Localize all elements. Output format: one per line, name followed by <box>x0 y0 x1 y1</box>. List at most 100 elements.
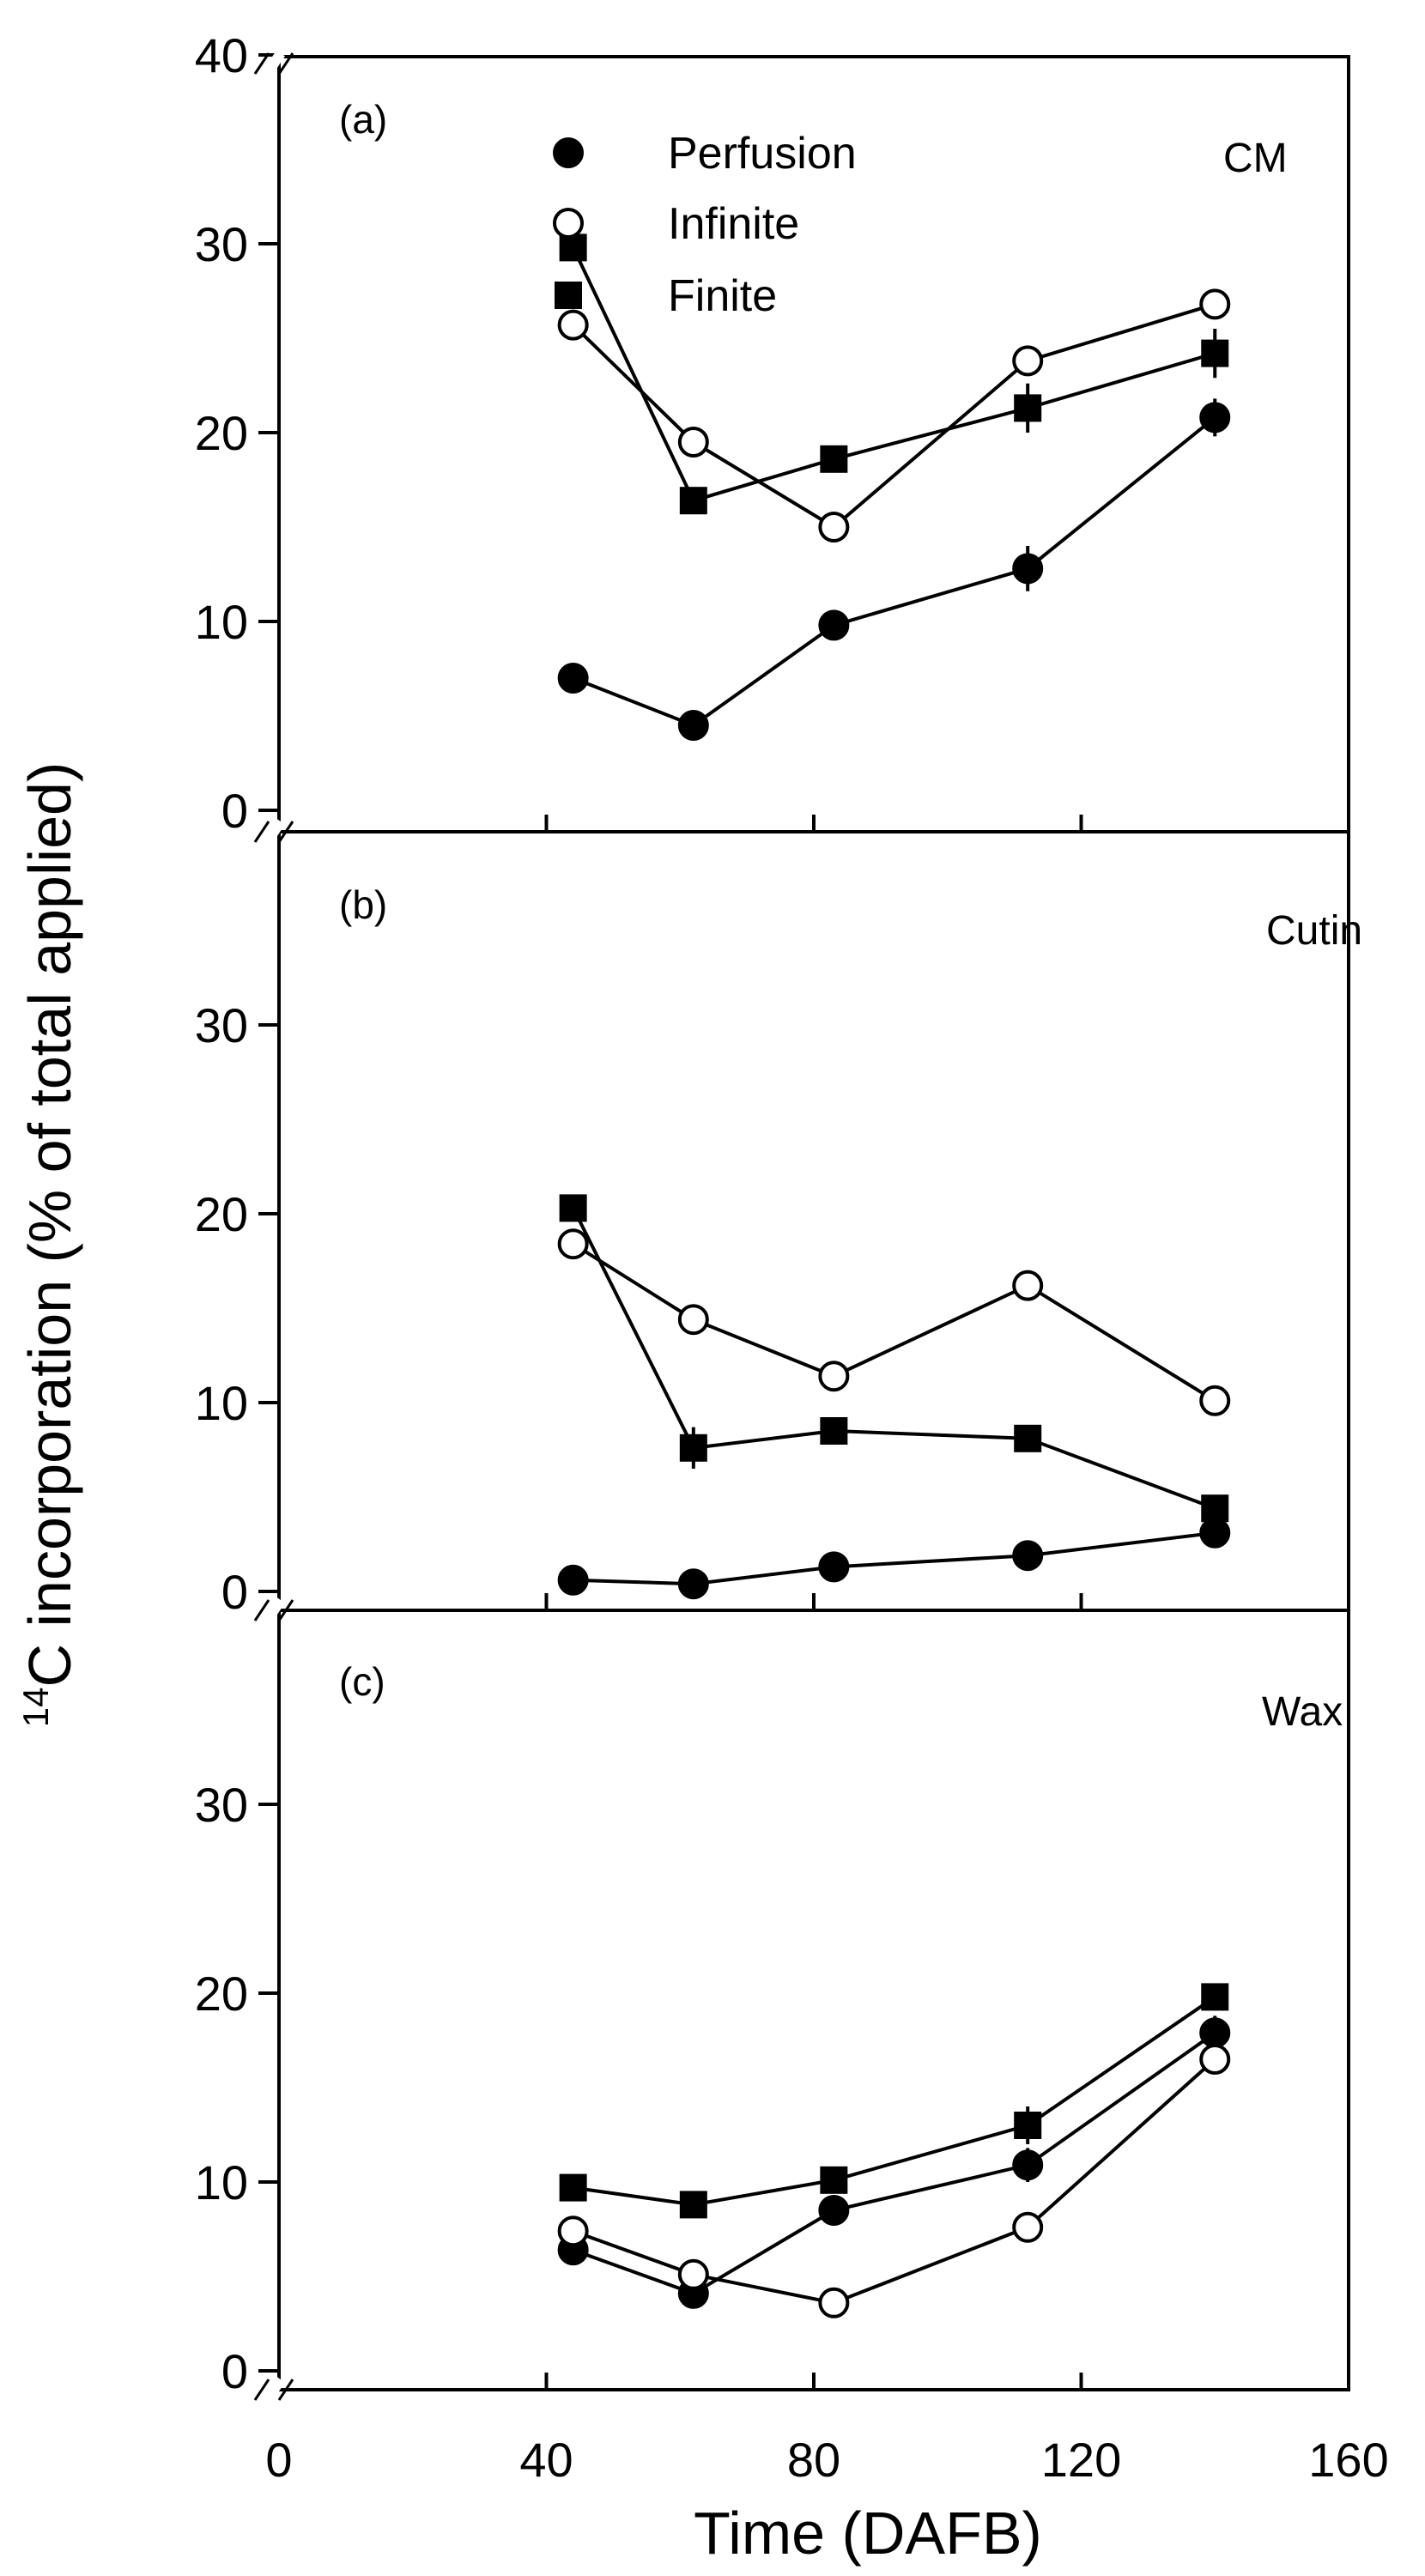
x-tick-label: 160 <box>1308 2433 1388 2487</box>
break-gap <box>263 1597 285 1624</box>
panel-title: CM <box>1223 136 1288 181</box>
data-point <box>1201 1494 1229 1523</box>
axis-break-mark <box>253 50 294 77</box>
y-tick-label: 30 <box>195 998 248 1052</box>
data-point <box>1012 1540 1044 1572</box>
series-infinite <box>557 2044 1231 2318</box>
series-perfusion <box>557 398 1231 741</box>
data-point <box>1012 1270 1044 1301</box>
data-point <box>677 710 709 741</box>
data-point <box>1199 1385 1231 1416</box>
series-finite <box>559 233 1229 515</box>
data-point <box>679 1433 707 1462</box>
data-point <box>820 1417 848 1445</box>
data-point <box>559 233 587 262</box>
x-axis: 0 40 80 120 160 <box>253 2376 1389 2487</box>
data-point <box>818 2195 850 2226</box>
panel-title: Cutin <box>1266 908 1362 954</box>
axis-break-mark <box>253 2376 294 2403</box>
data-point <box>679 487 707 515</box>
data-point <box>818 1361 850 1392</box>
panel-frame <box>277 1609 1350 2391</box>
break-slash <box>253 52 270 75</box>
panel-letter: (c) <box>339 1659 385 1704</box>
data-point <box>818 1551 850 1583</box>
panel-title: Wax <box>1262 1689 1343 1735</box>
data-point <box>1201 1983 1229 2011</box>
data-point <box>818 512 850 542</box>
x-tick-label: 80 <box>787 2433 840 2487</box>
y-tick-label: 0 <box>221 2344 248 2398</box>
data-point <box>557 309 589 341</box>
data-point <box>1012 553 1044 585</box>
panel-c: 0 10 20 30 (c) Wax <box>195 1597 1350 2398</box>
legend-entry-finite: Finite <box>555 271 777 321</box>
data-point <box>1014 2112 1042 2139</box>
break-gap <box>263 2376 285 2403</box>
data-point <box>679 2191 707 2219</box>
legend-label: Finite <box>668 271 777 321</box>
data-point <box>1199 288 1231 320</box>
legend-marker <box>553 137 584 168</box>
y-tick-label: 20 <box>195 1187 248 1241</box>
series-line <box>573 1530 1216 1586</box>
data-point <box>557 2215 589 2247</box>
series-finite <box>559 1983 1229 2219</box>
data-point <box>557 663 589 694</box>
x-tick-label: 40 <box>519 2433 573 2487</box>
y-axis-label-text: C incorporation (% of total applied) <box>16 762 83 1688</box>
axis-break-mark <box>253 818 294 846</box>
x-tick-label: 120 <box>1041 2433 1121 2487</box>
y-tick-label: 10 <box>195 2155 248 2209</box>
data-point <box>1201 339 1229 367</box>
legend-entry-infinite: Infinite <box>553 199 799 249</box>
data-point <box>1012 2149 1044 2181</box>
y-axis-label-superscript: 14 <box>15 1688 56 1728</box>
data-point <box>1014 1424 1042 1452</box>
series-infinite <box>557 288 1231 542</box>
legend-label: Perfusion <box>668 129 857 179</box>
panels: 0 10 20 30 40 (a) CM 0 10 20 30 (b) Cutin 0 10 20 30 (c) W… <box>195 28 1362 2398</box>
series-line <box>573 2058 1216 2305</box>
axis-break-mark <box>253 1597 294 1624</box>
break-slash <box>253 821 270 843</box>
data-point <box>559 2173 587 2202</box>
y-tick-label: 20 <box>195 406 248 460</box>
series-perfusion <box>557 1517 1231 1600</box>
break-gap <box>263 50 285 77</box>
legend-marker <box>553 208 584 239</box>
y-tick-label: 10 <box>195 595 248 649</box>
legend: Perfusion Infinite Finite <box>553 129 857 321</box>
data-point <box>1199 402 1231 433</box>
break-gap <box>263 818 285 846</box>
data-point <box>1014 394 1042 422</box>
break-slash <box>253 2379 270 2401</box>
break-slash <box>277 1599 294 1621</box>
y-tick-label: 30 <box>195 217 248 271</box>
y-tick-label: 10 <box>195 1376 248 1430</box>
panel-letter: (b) <box>339 882 387 927</box>
data-point <box>677 2258 709 2290</box>
data-point <box>818 609 850 641</box>
series-finite <box>559 1194 1229 1523</box>
break-slash <box>277 2379 294 2401</box>
panel-a: 0 10 20 30 40 (a) CM <box>195 28 1350 838</box>
data-point <box>559 1194 587 1222</box>
panel-frame <box>277 830 1350 1612</box>
break-slash <box>253 1599 270 1621</box>
data-point <box>677 427 709 458</box>
data-point <box>1012 345 1044 377</box>
data-point <box>820 445 848 473</box>
panel-b: 0 10 20 30 (b) Cutin <box>195 818 1362 1619</box>
data-point <box>677 1568 709 1600</box>
series-infinite <box>557 1228 1231 1416</box>
y-tick-label: 20 <box>195 1967 248 2021</box>
data-point <box>818 2287 850 2318</box>
data-point <box>1199 2044 1231 2075</box>
legend-label: Infinite <box>668 199 799 249</box>
y-axis-label: 14C incorporation (% of total applied) <box>15 762 83 1728</box>
data-point <box>557 1564 589 1596</box>
panel-letter: (a) <box>339 97 387 142</box>
series-line <box>571 1207 1216 1511</box>
